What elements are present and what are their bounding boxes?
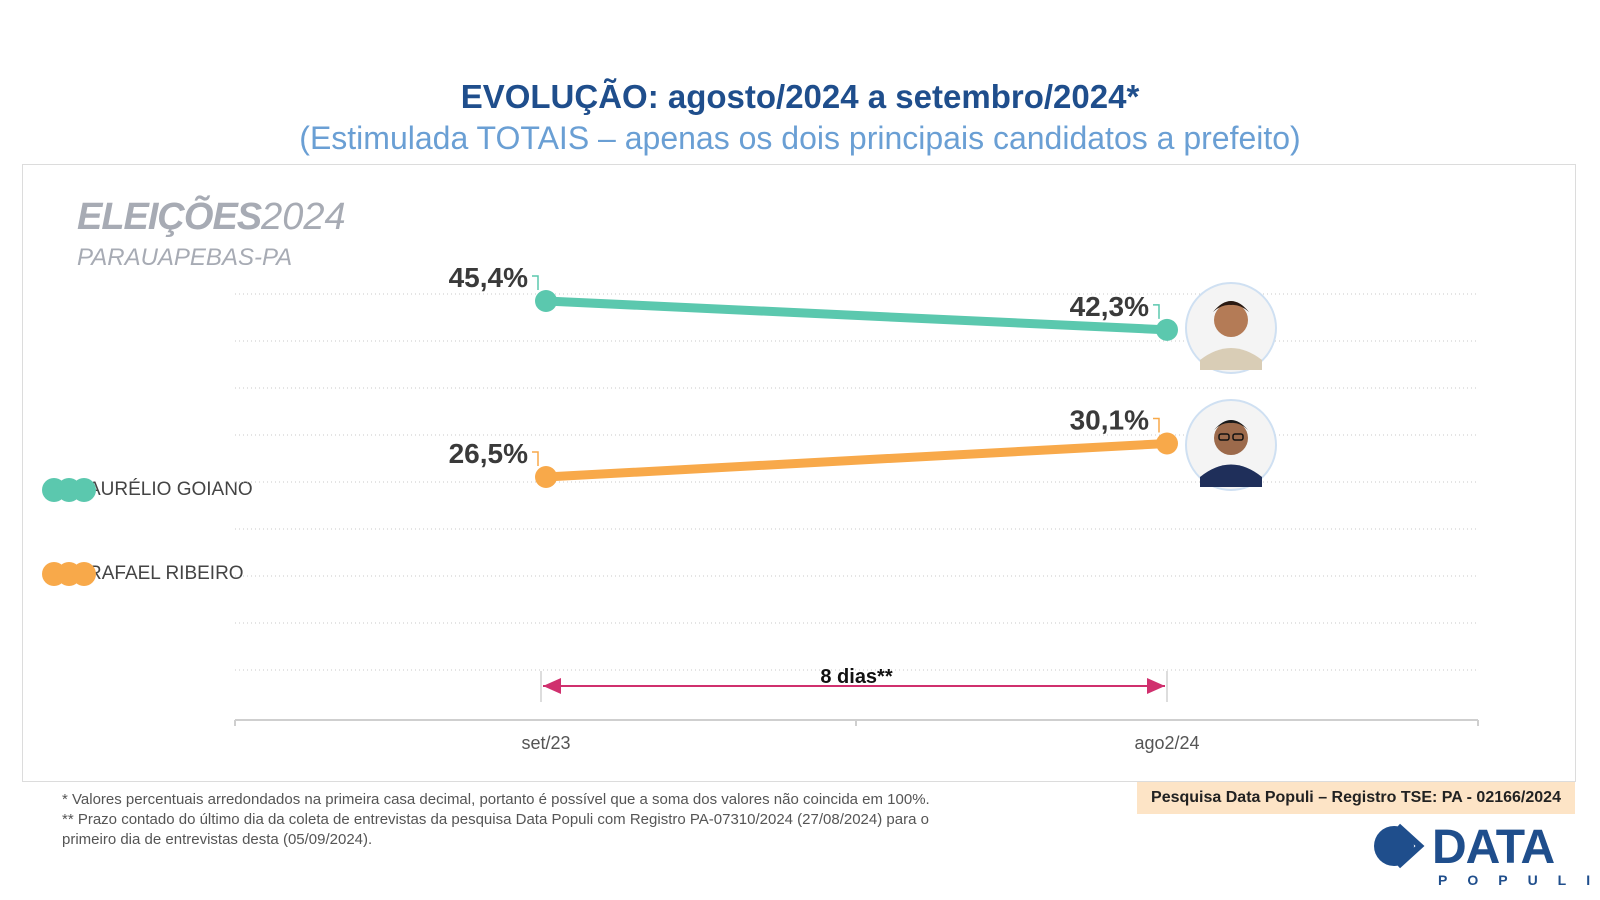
data-label-leader-0-1 xyxy=(1153,304,1160,319)
legend-dots-aurelio xyxy=(42,478,96,502)
data-label-leader-1-0 xyxy=(532,451,539,466)
legend-dots-rafael xyxy=(42,562,96,586)
brand-place: PARAUAPEBAS-PA xyxy=(77,244,293,271)
footnote-3: primeiro dia de entrevistas desta (05/09… xyxy=(62,831,373,848)
x-tick-label-0: set/23 xyxy=(521,733,570,753)
footnote-1: * Valores percentuais arredondados na pr… xyxy=(62,791,930,808)
legend-label-aurelio: AURÉLIO GOIANO xyxy=(88,479,253,500)
logo-sub: POPULI xyxy=(1438,872,1600,888)
series-point-0-1 xyxy=(1156,318,1178,341)
chart-grid xyxy=(235,293,1478,671)
data-label-0-1: 42,3% xyxy=(1070,291,1149,322)
annotation-label: 8 dias** xyxy=(820,666,892,688)
page-subtitle: (Estimulada TOTAIS – apenas os dois prin… xyxy=(299,120,1301,156)
data-label-leader-1-1 xyxy=(1153,417,1160,433)
data-label-0-0: 45,4% xyxy=(449,262,528,293)
legend-item-rafael: RAFAEL RIBEIRO xyxy=(42,562,244,586)
data-label-1-1: 30,1% xyxy=(1070,404,1149,435)
brand-title: ELEIÇÕES2024 xyxy=(77,196,346,239)
footnote-2: ** Prazo contado do último dia da coleta… xyxy=(62,811,929,828)
legend-item-aurelio: AURÉLIO GOIANO xyxy=(42,478,253,502)
series-point-0-0 xyxy=(535,290,557,312)
series-point-1-0 xyxy=(535,466,557,488)
avatar-aurelio xyxy=(1185,282,1277,374)
data-label-1-0: 26,5% xyxy=(449,438,528,469)
data-populi-logo: DATA POPULI xyxy=(1368,820,1590,900)
series-line-0 xyxy=(541,296,1172,335)
data-label-leader-0-0 xyxy=(532,275,539,290)
registration-badge: Pesquisa Data Populi – Registro TSE: PA … xyxy=(1137,782,1575,814)
series-point-1-1 xyxy=(1156,432,1178,455)
brand-word: ELEIÇÕES xyxy=(77,196,262,238)
series-line-1 xyxy=(541,438,1172,482)
page-title: EVOLUÇÃO: agosto/2024 a setembro/2024* xyxy=(460,78,1140,115)
legend-label-rafael: RAFAEL RIBEIRO xyxy=(88,563,244,584)
x-tick-label-1: ago2/24 xyxy=(1134,733,1199,753)
logo-word: DATA xyxy=(1432,821,1555,874)
brand-year: 2024 xyxy=(261,196,346,238)
avatar-rafael xyxy=(1185,399,1277,491)
logo-mark-icon xyxy=(1374,823,1425,869)
